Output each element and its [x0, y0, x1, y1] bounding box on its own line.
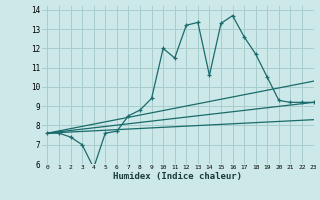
X-axis label: Humidex (Indice chaleur): Humidex (Indice chaleur) — [113, 172, 242, 181]
